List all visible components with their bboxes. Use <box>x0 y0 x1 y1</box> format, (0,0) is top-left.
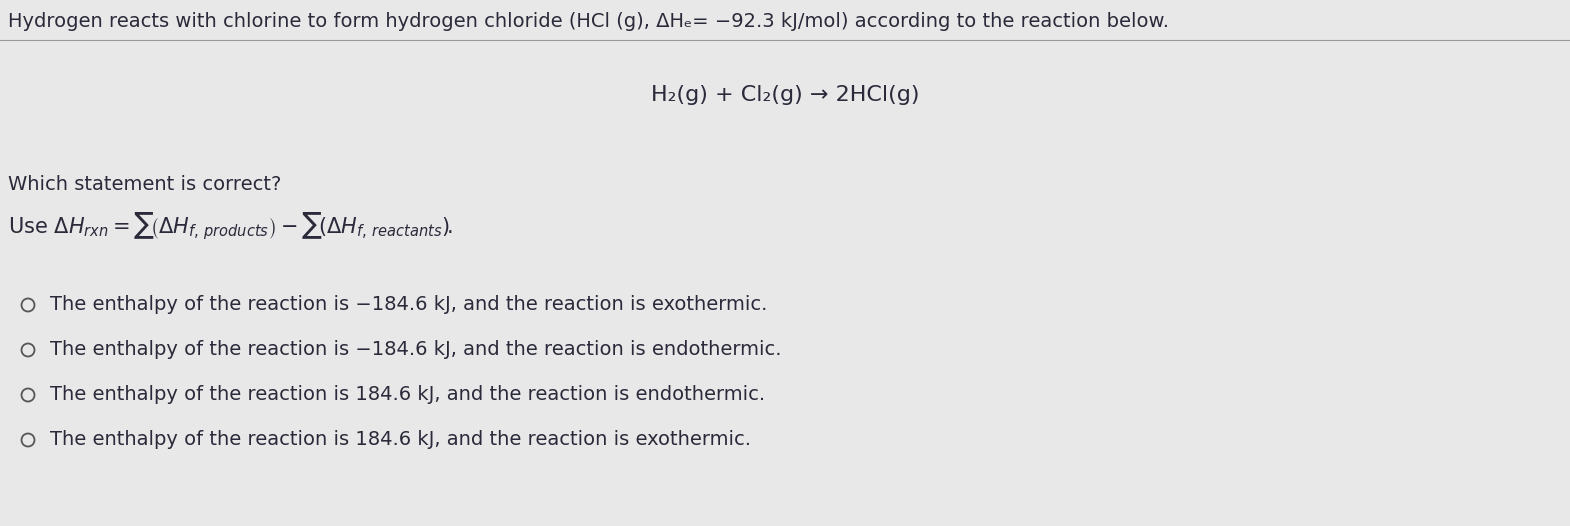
Text: Which statement is correct?: Which statement is correct? <box>8 175 281 194</box>
Text: Hydrogen reacts with chlorine to form hydrogen chloride (HCl (g), ΔHₑ= −92.3 kJ/: Hydrogen reacts with chlorine to form hy… <box>8 12 1170 31</box>
Text: The enthalpy of the reaction is −184.6 kJ, and the reaction is exothermic.: The enthalpy of the reaction is −184.6 k… <box>50 295 768 314</box>
Text: The enthalpy of the reaction is −184.6 kJ, and the reaction is endothermic.: The enthalpy of the reaction is −184.6 k… <box>50 340 782 359</box>
Text: The enthalpy of the reaction is 184.6 kJ, and the reaction is endothermic.: The enthalpy of the reaction is 184.6 kJ… <box>50 385 765 404</box>
Text: H₂(g) + Cl₂(g) → 2HCl(g): H₂(g) + Cl₂(g) → 2HCl(g) <box>650 85 920 105</box>
Text: $\mathrm{Use}\ \Delta H_{rxn} = \sum\!\left(\Delta H_{f,\,products}\right) - \su: $\mathrm{Use}\ \Delta H_{rxn} = \sum\!\l… <box>8 210 452 242</box>
Text: The enthalpy of the reaction is 184.6 kJ, and the reaction is exothermic.: The enthalpy of the reaction is 184.6 kJ… <box>50 430 750 449</box>
